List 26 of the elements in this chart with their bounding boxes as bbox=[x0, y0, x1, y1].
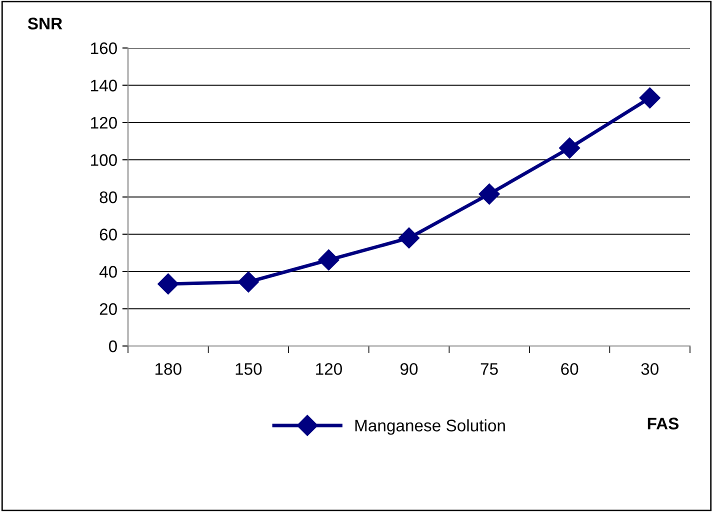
x-tick-label: 90 bbox=[400, 363, 418, 375]
y-tick-label: 80 bbox=[100, 191, 117, 204]
x-tick-label: 60 bbox=[561, 363, 578, 375]
x-tick-label: 75 bbox=[480, 363, 498, 375]
y-tick-label: 20 bbox=[100, 303, 117, 315]
x-tick-label: 120 bbox=[316, 363, 342, 375]
y-axis-title: SNR bbox=[28, 18, 62, 30]
x-tick-label: 150 bbox=[236, 363, 262, 375]
point bbox=[478, 184, 500, 205]
point bbox=[398, 227, 420, 248]
legend-label: Manganese Solution bbox=[355, 419, 505, 435]
point bbox=[158, 273, 179, 294]
point bbox=[238, 271, 259, 292]
point bbox=[318, 249, 340, 270]
y-tick-label: 40 bbox=[99, 266, 117, 278]
point bbox=[639, 87, 660, 108]
y-tick-label: 140 bbox=[91, 80, 117, 92]
x-axis-title: FAS bbox=[648, 418, 679, 430]
x-tick-label: 180 bbox=[156, 363, 182, 375]
point bbox=[559, 138, 580, 159]
y-tick-label: 120 bbox=[91, 116, 117, 129]
x-tick-label: 30 bbox=[641, 363, 658, 375]
y-tick-label: 100 bbox=[91, 154, 117, 166]
y-tick-label: 160 bbox=[91, 42, 117, 54]
y-tick-label: 60 bbox=[100, 228, 117, 240]
y-tick-label: 0 bbox=[108, 340, 117, 352]
